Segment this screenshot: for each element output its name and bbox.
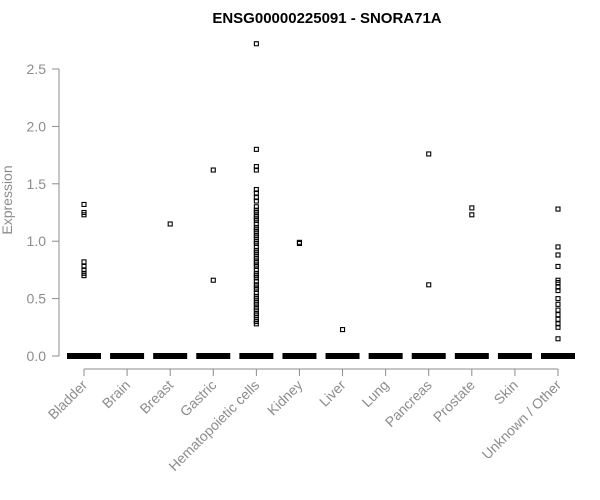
y-tick-label: 1.5 bbox=[27, 176, 47, 192]
data-point bbox=[555, 324, 561, 330]
data-point bbox=[296, 240, 303, 247]
data-point bbox=[253, 229, 259, 235]
data-point bbox=[555, 336, 561, 342]
data-point bbox=[81, 212, 87, 218]
data-point bbox=[555, 206, 561, 212]
y-tick-label: 0.0 bbox=[27, 348, 47, 364]
x-tick-label: Prostate bbox=[430, 377, 478, 425]
data-point bbox=[555, 252, 561, 258]
data-point bbox=[555, 312, 561, 318]
data-point bbox=[253, 195, 259, 201]
data-point bbox=[555, 307, 561, 313]
data-point bbox=[253, 307, 259, 313]
baseline-band bbox=[497, 353, 532, 359]
y-axis-label: Expression bbox=[0, 165, 15, 234]
data-point bbox=[555, 288, 561, 294]
data-point bbox=[253, 301, 259, 307]
baseline-band bbox=[196, 353, 231, 359]
data-point bbox=[253, 186, 259, 193]
x-tick-label: Gastric bbox=[177, 377, 220, 420]
data-point bbox=[253, 217, 259, 224]
data-point bbox=[253, 313, 259, 319]
baseline-band bbox=[368, 353, 403, 359]
data-point bbox=[210, 167, 216, 173]
data-point bbox=[253, 198, 259, 204]
data-point bbox=[555, 321, 561, 327]
data-point bbox=[167, 221, 173, 227]
data-point bbox=[253, 235, 259, 241]
data-point bbox=[253, 275, 259, 281]
y-ticks: 0.0 0.5 1.0 1.5 2.0 2.5 bbox=[27, 61, 59, 364]
x-tick-label: Unknown / Other bbox=[479, 377, 565, 463]
chart-title: ENSG00000225091 - SNORA71A bbox=[212, 10, 441, 27]
x-tick-label: Pancreas bbox=[382, 377, 435, 430]
data-point bbox=[426, 282, 432, 288]
data-point bbox=[81, 259, 87, 265]
x-tick-label: Liver bbox=[316, 377, 349, 410]
data-point bbox=[253, 244, 259, 250]
data-point bbox=[253, 296, 259, 302]
x-tick-label: Brain bbox=[99, 377, 133, 411]
baseline-band bbox=[454, 353, 489, 359]
data-points bbox=[81, 41, 561, 342]
data-point bbox=[555, 316, 561, 322]
data-point bbox=[253, 286, 259, 292]
data-point bbox=[81, 273, 87, 279]
data-point bbox=[555, 263, 561, 270]
data-point bbox=[81, 263, 87, 270]
y-tick-label: 2.5 bbox=[27, 61, 47, 77]
baseline-band bbox=[153, 353, 188, 359]
data-point bbox=[426, 151, 432, 157]
data-point bbox=[253, 221, 259, 227]
data-point bbox=[253, 190, 259, 196]
data-point bbox=[555, 244, 561, 250]
baseline-band bbox=[239, 353, 274, 359]
data-point bbox=[253, 321, 259, 327]
baseline-bands bbox=[67, 353, 575, 359]
x-tick-label: Bladder bbox=[45, 377, 91, 423]
data-point bbox=[253, 255, 259, 261]
baseline-band bbox=[67, 353, 101, 359]
data-point bbox=[253, 146, 259, 152]
y-tick-label: 0.5 bbox=[27, 291, 47, 307]
baseline-band bbox=[325, 353, 360, 359]
data-point bbox=[253, 250, 259, 256]
data-point bbox=[253, 290, 259, 296]
data-point bbox=[555, 296, 561, 302]
data-point bbox=[253, 263, 259, 270]
data-point bbox=[253, 41, 259, 47]
x-tick-label: Lung bbox=[358, 377, 391, 410]
baseline-band bbox=[541, 353, 575, 359]
data-point bbox=[253, 240, 259, 247]
data-point bbox=[469, 205, 475, 211]
data-point bbox=[555, 279, 561, 286]
data-point bbox=[253, 209, 259, 216]
x-tick-label: Skin bbox=[490, 377, 521, 408]
data-point bbox=[339, 327, 346, 333]
x-tick-label: Kidney bbox=[264, 377, 306, 419]
y-tick-label: 1.0 bbox=[27, 233, 47, 249]
data-point bbox=[210, 277, 216, 283]
x-tick-label: Breast bbox=[136, 377, 176, 417]
data-point bbox=[253, 164, 259, 170]
data-point bbox=[253, 278, 259, 284]
data-point bbox=[253, 167, 259, 173]
data-point bbox=[555, 284, 561, 290]
data-point bbox=[253, 267, 259, 273]
data-point bbox=[555, 301, 561, 307]
baseline-band bbox=[110, 353, 145, 359]
baseline-band bbox=[282, 353, 317, 359]
baseline-band bbox=[411, 353, 446, 359]
y-tick-label: 2.0 bbox=[27, 118, 47, 134]
data-point bbox=[81, 267, 87, 273]
data-point bbox=[253, 204, 259, 210]
data-point bbox=[469, 212, 475, 218]
data-point bbox=[81, 201, 87, 208]
